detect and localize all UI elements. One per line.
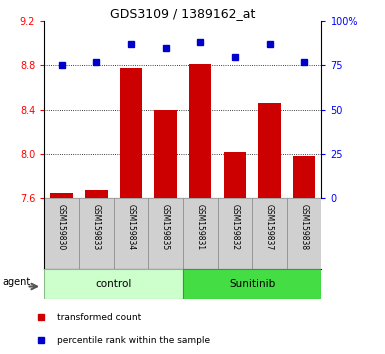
- Text: GSM159830: GSM159830: [57, 204, 66, 250]
- Bar: [224, 152, 246, 198]
- Text: GSM159837: GSM159837: [265, 204, 274, 250]
- Bar: [114, 198, 148, 269]
- Text: GSM159834: GSM159834: [126, 204, 136, 250]
- Text: GSM159831: GSM159831: [196, 204, 205, 250]
- Bar: [44, 198, 79, 269]
- Text: GSM159833: GSM159833: [92, 204, 101, 250]
- Bar: [85, 190, 107, 198]
- Bar: [183, 269, 321, 299]
- Bar: [183, 198, 218, 269]
- Bar: [44, 269, 183, 299]
- Bar: [252, 198, 287, 269]
- Text: Sunitinib: Sunitinib: [229, 279, 275, 289]
- Bar: [154, 110, 177, 198]
- Bar: [189, 64, 211, 198]
- Bar: [79, 198, 114, 269]
- Text: control: control: [95, 279, 132, 289]
- Bar: [287, 198, 321, 269]
- Text: agent: agent: [2, 278, 30, 287]
- Bar: [148, 198, 183, 269]
- Bar: [218, 198, 252, 269]
- Text: GSM159838: GSM159838: [300, 204, 309, 250]
- Bar: [258, 103, 281, 198]
- Bar: [50, 193, 73, 198]
- Text: GSM159835: GSM159835: [161, 204, 170, 250]
- Bar: [293, 156, 315, 198]
- Text: GSM159832: GSM159832: [230, 204, 239, 250]
- Text: percentile rank within the sample: percentile rank within the sample: [57, 336, 211, 345]
- Bar: [120, 68, 142, 198]
- Text: transformed count: transformed count: [57, 313, 142, 322]
- Title: GDS3109 / 1389162_at: GDS3109 / 1389162_at: [110, 7, 256, 20]
